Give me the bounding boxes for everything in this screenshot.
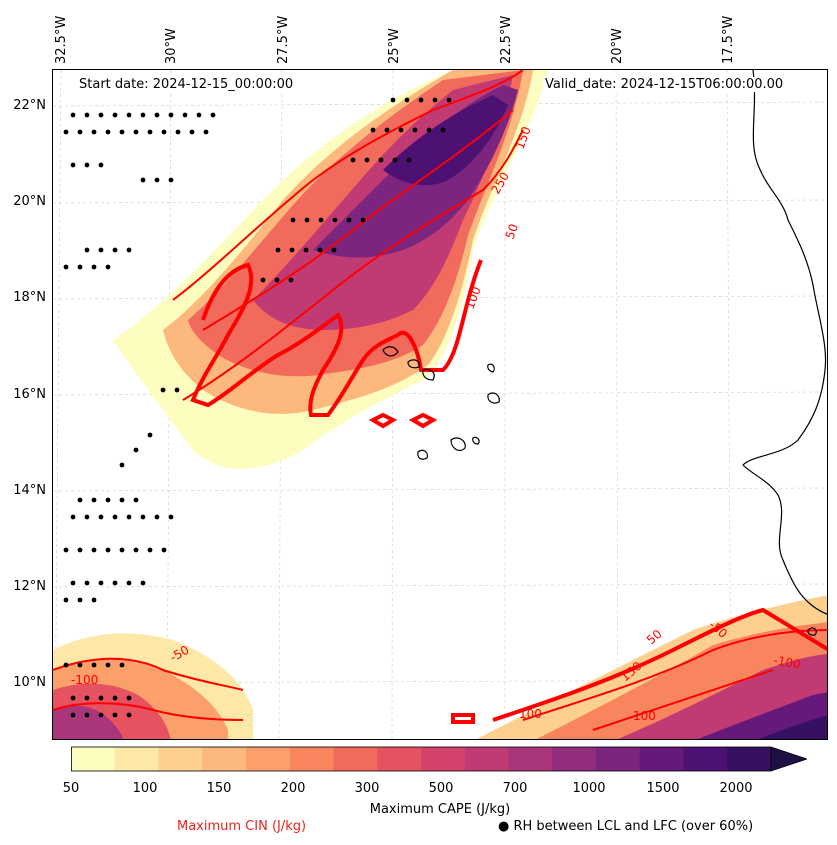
cin-label-1: 50 [503, 222, 521, 241]
cb-tick-500: 500 [428, 781, 454, 796]
cin-thick-contours [190, 259, 827, 724]
cb-tick-100: 100 [132, 781, 158, 796]
colorbar-swatch [246, 747, 291, 771]
colorbar-swatch [202, 747, 247, 771]
colorbar-swatch [727, 747, 772, 771]
colorbar-swatch [464, 747, 509, 771]
lat-label-14n: 14°N [13, 483, 46, 498]
map-panel: 50 100 150 250 -50 -100 50 150 -100 100 … [52, 69, 828, 740]
cin-label-9: -100 [772, 653, 801, 672]
colorbar-swatch [377, 747, 422, 771]
colorbar-extend-arrow [770, 746, 807, 772]
cape-region-se [476, 595, 827, 739]
cb-tick-1000: 1000 [572, 781, 606, 796]
colorbar-outline [71, 746, 772, 772]
colorbar-swatch [639, 747, 684, 771]
cin-contours [53, 70, 827, 731]
lon-label-22-5w: 22.5°W [499, 15, 514, 64]
lon-label-32-5w: 32.5°W [54, 15, 69, 64]
lat-label-20n: 20°N [13, 194, 46, 209]
lat-label-22n: 22°N [13, 98, 46, 113]
cb-tick-700: 700 [502, 781, 528, 796]
colorbar-swatch [552, 747, 597, 771]
cape-colorbar [71, 746, 807, 772]
map-canvas: 50 100 150 250 -50 -100 50 150 -100 100 … [53, 70, 827, 739]
cin-label: Maximum CIN (J/kg) [177, 819, 307, 834]
colorbar-swatch [596, 747, 641, 771]
cin-label-11: 100 [633, 709, 656, 723]
colorbar-swatch [421, 747, 466, 771]
cb-tick-300: 300 [354, 781, 380, 796]
lon-label-17-5w: 17.5°W [721, 15, 736, 64]
colorbar-swatch [71, 747, 116, 771]
lon-label-25w: 25°W [387, 28, 402, 64]
cb-tick-50: 50 [62, 781, 80, 796]
coastline [382, 70, 827, 636]
colorbar-swatch [114, 747, 159, 771]
cin-label-10: 100 [519, 707, 542, 721]
lat-label-12n: 12°N [13, 579, 46, 594]
colorbar-swatch [508, 747, 553, 771]
cin-label-7: 50 [644, 627, 665, 648]
colorbar-swatch [158, 747, 203, 771]
rh-stipple [63, 97, 452, 718]
cape-label: Maximum CAPE (J/kg) [369, 802, 511, 817]
rh-dot-icon: ● [498, 819, 510, 834]
start-date: Start date: 2024-12-15_00:00:00 [77, 77, 296, 92]
colorbar-swatch [289, 747, 334, 771]
lon-label-30w: 30°W [164, 28, 179, 64]
cb-tick-2000: 2000 [719, 781, 753, 796]
valid-date: Valid_date: 2024-12-15T06:00:00.00 [543, 77, 786, 92]
cb-tick-150: 150 [206, 781, 232, 796]
colorbar-swatch [333, 747, 378, 771]
cape-region-sw [53, 633, 253, 739]
cb-tick-1500: 1500 [646, 781, 680, 796]
lon-label-27-5w: 27.5°W [276, 15, 291, 64]
cape-plume-north [113, 70, 548, 469]
rh-label-text: RH between LCL and LFC (over 60%) [513, 819, 754, 834]
cb-tick-200: 200 [280, 781, 306, 796]
lat-label-16n: 16°N [13, 387, 46, 402]
cin-label-2: 100 [463, 285, 484, 311]
lat-label-10n: 10°N [13, 675, 46, 690]
lat-label-18n: 18°N [13, 290, 46, 305]
rh-legend: ● RH between LCL and LFC (over 60%) [498, 819, 753, 834]
lon-label-20w: 20°W [610, 28, 625, 64]
cin-label-6: -100 [71, 673, 98, 687]
colorbar-swatch [683, 747, 728, 771]
